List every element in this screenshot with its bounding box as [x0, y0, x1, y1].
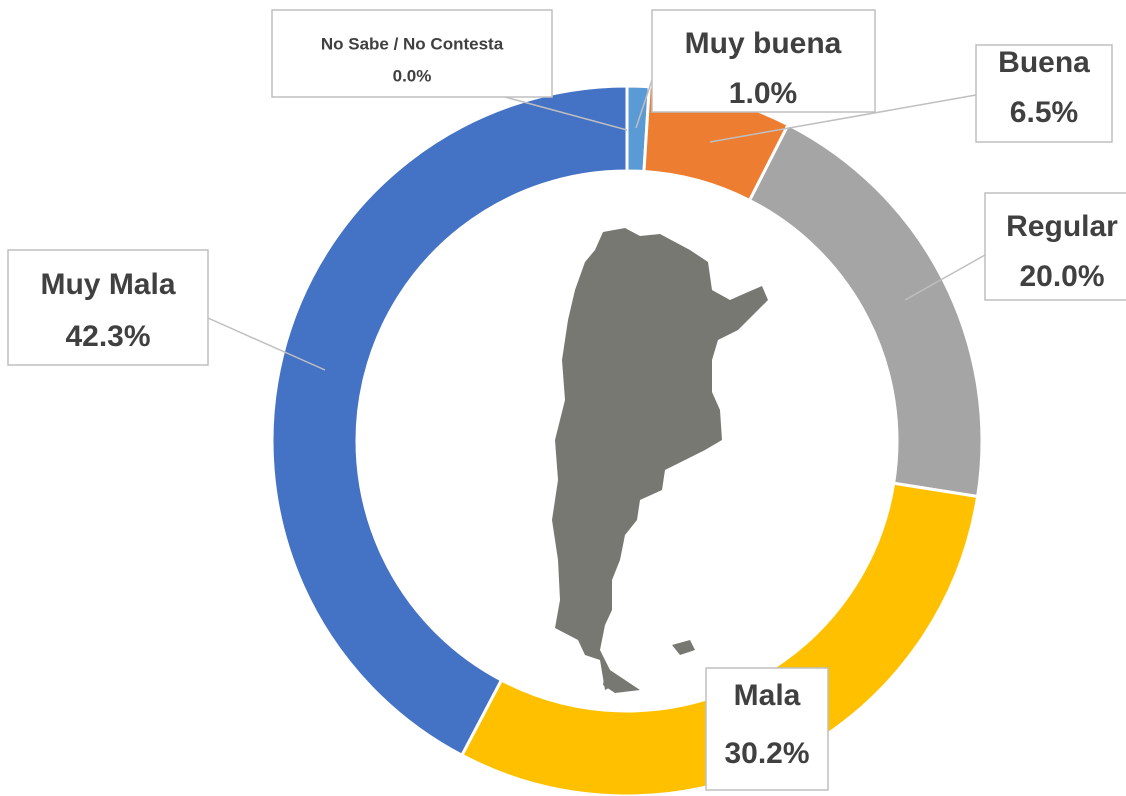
value-label: 0.0% [393, 66, 432, 85]
leader-line [207, 317, 326, 371]
label-box [984, 192, 1126, 301]
category-label: No Sabe / No Contesta [321, 34, 504, 53]
donut-segment [270, 84, 629, 758]
donut-segment [459, 481, 980, 796]
value-label: 42.3% [65, 320, 150, 353]
data-labels: Muy buena 1.0% Buena 6.5% Regular 20.0% … [7, 9, 1126, 791]
leader-line [904, 254, 986, 301]
category-label: Mala [734, 679, 801, 712]
value-label: 30.2% [724, 737, 809, 770]
category-label: Regular [1006, 210, 1118, 243]
label-box [7, 249, 209, 366]
donut-segment [747, 122, 984, 499]
label-box [705, 667, 829, 791]
leader-line [504, 96, 628, 131]
label-box [271, 9, 553, 98]
value-label: 1.0% [729, 77, 797, 110]
leader-lines [207, 79, 986, 371]
leader-line [709, 94, 977, 143]
category-label: Muy buena [685, 27, 842, 60]
donut [270, 84, 984, 796]
leader-line [635, 79, 653, 129]
map-islands [603, 640, 695, 693]
category-label: Buena [998, 46, 1090, 79]
value-label: 20.0% [1019, 260, 1104, 293]
value-label: 6.5% [1010, 96, 1078, 129]
map-argentina [552, 228, 768, 690]
category-label: Muy Mala [40, 268, 175, 301]
label-box [651, 9, 876, 113]
label-box [975, 44, 1113, 143]
